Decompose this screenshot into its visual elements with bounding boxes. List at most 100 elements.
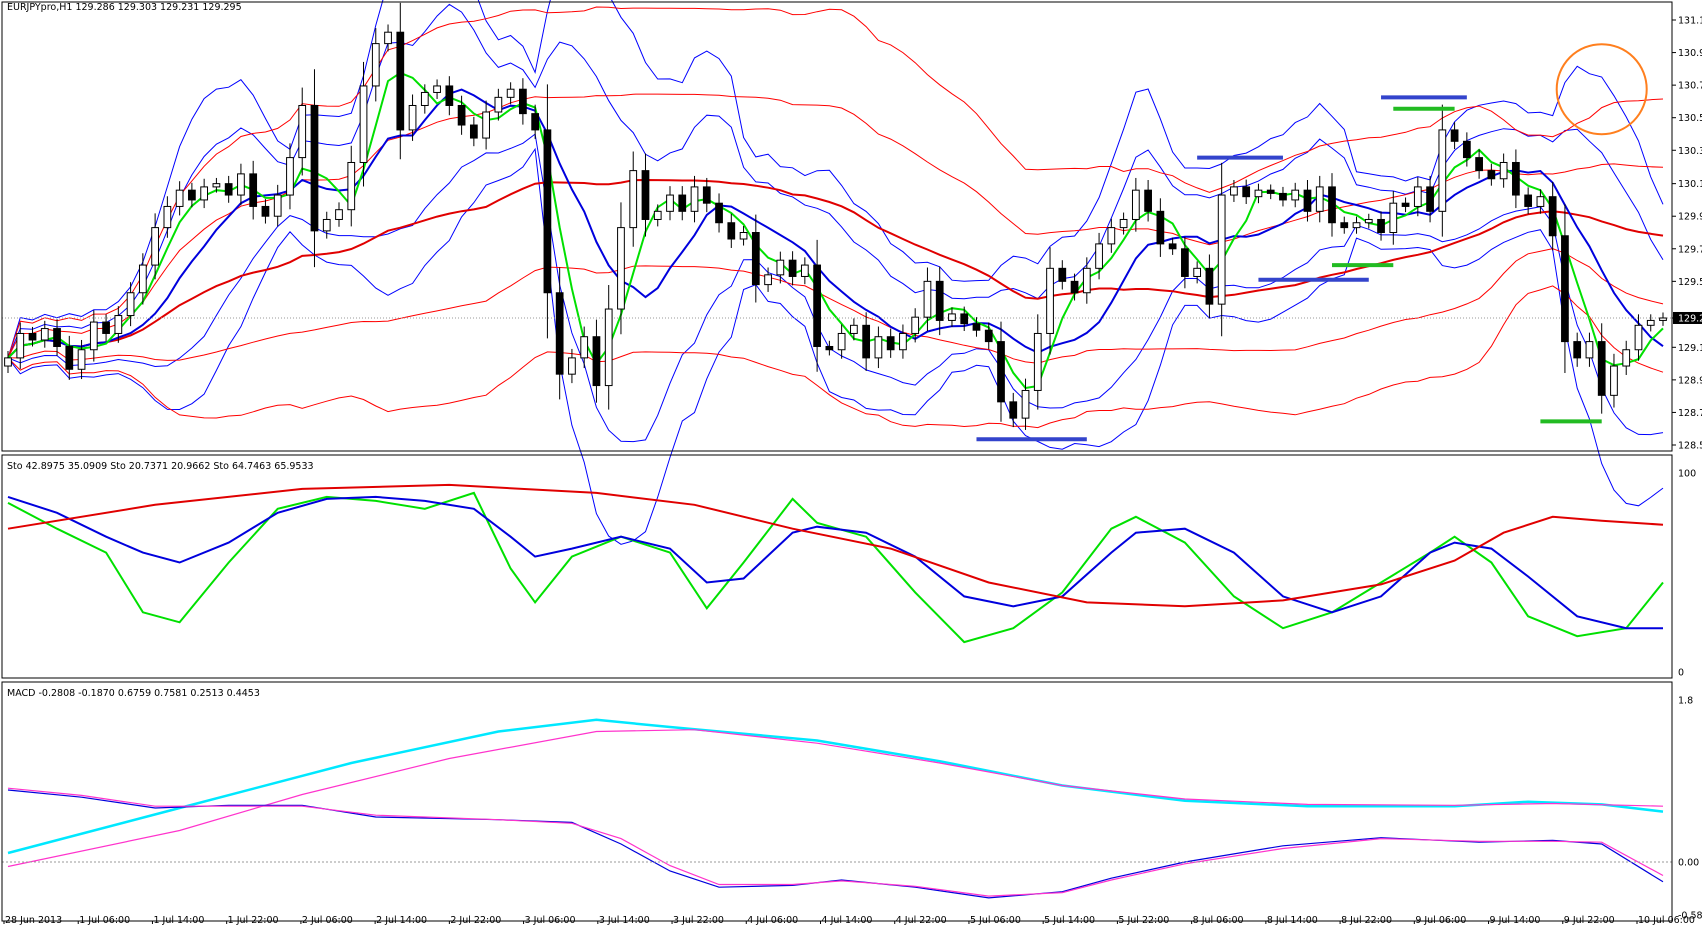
ma-red-line <box>7 178 1664 359</box>
pane-frame-1 <box>1 454 1673 679</box>
bull-candle <box>1046 267 1054 334</box>
bear-candle <box>1009 401 1018 419</box>
price-overlays <box>2 0 1672 545</box>
bear-candle <box>457 104 466 126</box>
bull-candle <box>948 313 956 321</box>
time-axis-label: 5 Jul 14:00 <box>1044 915 1095 926</box>
time-axis-label: 4 Jul 06:00 <box>747 915 798 926</box>
bull-candle <box>1659 317 1667 321</box>
bull-candle <box>776 259 785 276</box>
bull-candle <box>1021 389 1030 419</box>
bull-candle <box>617 227 625 310</box>
bull-candle <box>1610 365 1618 396</box>
time-axis-label: 9 Jul 06:00 <box>1415 915 1466 926</box>
bear-candle <box>641 170 650 220</box>
bear-candle <box>886 336 895 351</box>
bb-blue-lower-1 <box>7 133 1664 443</box>
bear-candle <box>862 324 871 359</box>
bull-candle <box>666 194 674 212</box>
bear-candle <box>543 129 552 294</box>
bull-candle <box>690 186 699 212</box>
bull-candle <box>408 104 417 131</box>
bear-candle <box>1070 280 1079 294</box>
bear-candle <box>1450 129 1459 142</box>
macd-axis-label: -0.5895 <box>1678 911 1702 922</box>
bb-blue-upper-2 <box>7 0 1664 359</box>
bull-candle <box>151 227 159 266</box>
bear-candle <box>1181 248 1189 277</box>
bull-candle <box>273 194 282 217</box>
bear-candle <box>1144 189 1152 212</box>
bull-candle <box>1082 267 1091 294</box>
bull-candle <box>1230 186 1238 196</box>
bear-candle <box>715 202 723 224</box>
bull-candle <box>359 85 368 163</box>
bear-candle <box>188 189 196 201</box>
bull-candle <box>764 274 772 286</box>
bull-candle <box>494 96 503 113</box>
price-info-text: EURJPYpro,H1 129.286 129.303 129.231 129… <box>7 2 242 13</box>
cyan-series-line <box>7 718 1664 855</box>
bear-candle <box>960 313 969 325</box>
bear-candle <box>825 345 834 351</box>
bear-candle <box>1058 267 1067 282</box>
time-axis-label: 2 Jul 22:00 <box>450 915 501 926</box>
current-price-box <box>1673 311 1702 324</box>
bear-candle <box>935 280 944 321</box>
bear-candle <box>1524 194 1533 207</box>
macd-axis-label: 1.8 <box>1678 696 1693 707</box>
bear-candle <box>1548 196 1557 237</box>
time-axis-label: 4 Jul 22:00 <box>896 915 947 926</box>
green-series-line <box>7 491 1664 644</box>
bear-candle <box>261 205 270 217</box>
bull-candle <box>568 357 576 375</box>
bear-candle <box>592 336 601 387</box>
bull-candle <box>200 186 209 201</box>
bull-candle <box>1646 319 1655 326</box>
price-axis-label: 130.525 <box>1678 113 1702 124</box>
time-axis-label: 1 Jul 14:00 <box>153 915 204 926</box>
bear-candle <box>1512 161 1520 196</box>
time-axis-label: 8 Jul 22:00 <box>1341 915 1392 926</box>
bull-candle <box>212 183 221 188</box>
bull-candle <box>371 43 380 87</box>
bear-candle <box>984 329 993 343</box>
bear-candle <box>445 85 454 106</box>
time-axis-label: 28 Jun 2013 <box>5 915 62 926</box>
bull-candle <box>1254 189 1263 198</box>
bull-candle <box>40 328 49 341</box>
price-axis-label: 131.125 <box>1678 16 1702 27</box>
bull-candle <box>1095 243 1103 269</box>
bull-candle <box>1585 341 1594 359</box>
bear-candle <box>469 124 478 139</box>
bull-candle <box>286 157 294 196</box>
bb-red-upper-1 <box>7 93 1664 359</box>
bear-candle <box>1573 341 1582 359</box>
time-axis-label: 9 Jul 22:00 <box>1564 915 1615 926</box>
bull-candle <box>923 280 932 318</box>
bull-candle <box>653 210 662 220</box>
price-axis-label: 130.725 <box>1678 81 1702 92</box>
bear-candle <box>788 259 797 277</box>
bear-candle <box>53 328 61 347</box>
time-axis-label: 4 Jul 14:00 <box>822 915 873 926</box>
time-axis-label: 8 Jul 14:00 <box>1267 915 1318 926</box>
bear-candle <box>751 232 760 286</box>
sto-axis-label: 0 <box>1678 668 1684 679</box>
bull-candle <box>1352 222 1361 229</box>
price-axis-label: 129.520 <box>1678 277 1702 288</box>
macd-pane <box>2 718 1672 899</box>
bull-candle <box>482 111 490 139</box>
bear-candle <box>1340 222 1349 229</box>
pane-frame-2 <box>1 681 1673 922</box>
bull-candle <box>89 321 98 351</box>
bull-candle <box>629 170 638 229</box>
stochastic-pane <box>7 483 1664 644</box>
bull-candle <box>1364 218 1373 224</box>
bear-candle <box>997 341 1005 403</box>
sto-axis-label: 100 <box>1678 469 1696 480</box>
bull-candle <box>604 308 613 387</box>
bull-candle <box>1119 218 1128 229</box>
blue-series-line <box>7 495 1663 630</box>
